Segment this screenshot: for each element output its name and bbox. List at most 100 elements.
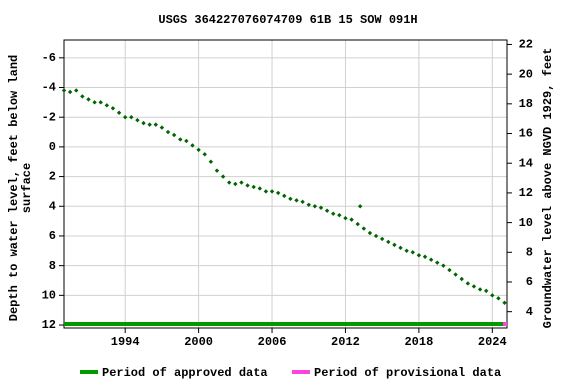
data-point xyxy=(343,215,348,221)
data-point xyxy=(398,245,403,251)
data-point xyxy=(61,88,67,93)
data-point xyxy=(141,120,146,126)
data-point xyxy=(490,293,495,298)
y-tick-label: -4 xyxy=(42,81,56,95)
data-point xyxy=(135,117,140,123)
x-tick-label: 2018 xyxy=(404,335,433,349)
data-point xyxy=(428,257,434,262)
data-point xyxy=(74,88,79,93)
data-point xyxy=(416,253,422,258)
data-point xyxy=(355,221,360,227)
x-tick-label: 2024 xyxy=(478,335,507,349)
data-point xyxy=(165,129,171,135)
y-tick-label: -6 xyxy=(42,51,56,65)
chart-title: USGS 364227076074709 61B 15 SOW 091H xyxy=(158,13,417,27)
data-point xyxy=(245,183,250,188)
data-point xyxy=(447,267,452,273)
data-point xyxy=(386,239,391,245)
data-point xyxy=(471,284,477,289)
y-axis-label: Depth to water level, feet below land xyxy=(7,55,21,321)
y-tick-label: 4 xyxy=(49,199,56,213)
data-point xyxy=(392,242,397,248)
data-point xyxy=(410,250,415,255)
data-point xyxy=(92,100,97,105)
y2-tick-label: 6 xyxy=(526,275,533,289)
y2-tick-label: 20 xyxy=(519,67,533,81)
data-point xyxy=(282,193,287,199)
data-point xyxy=(86,97,91,102)
data-point xyxy=(220,174,226,179)
data-point xyxy=(306,202,311,207)
approved-period-bar xyxy=(64,322,503,326)
y2-tick-label: 22 xyxy=(519,38,533,52)
y-tick-label: 6 xyxy=(49,229,56,243)
data-point xyxy=(263,189,269,194)
legend-label: Period of approved data xyxy=(102,366,268,380)
data-point xyxy=(300,199,305,205)
y-tick-label: 12 xyxy=(42,318,56,332)
data-point xyxy=(116,110,122,115)
data-point xyxy=(214,168,220,173)
data-point xyxy=(373,233,379,239)
data-point xyxy=(465,281,471,286)
y-tick-label: 2 xyxy=(49,170,56,184)
data-point xyxy=(294,198,299,203)
legend-label: Period of provisional data xyxy=(314,366,501,380)
data-point xyxy=(275,190,281,196)
data-point xyxy=(233,181,238,187)
data-point xyxy=(257,186,263,191)
data-point xyxy=(202,152,207,157)
data-point xyxy=(159,125,165,130)
data-point xyxy=(324,208,330,213)
y-axis-label: surface xyxy=(20,163,34,213)
data-point xyxy=(110,106,116,111)
y2-tick-label: 18 xyxy=(519,97,533,111)
data-point xyxy=(171,132,177,138)
data-point xyxy=(318,205,324,210)
data-point xyxy=(269,189,275,194)
data-point xyxy=(441,263,446,268)
y-tick-label: 0 xyxy=(49,140,56,154)
data-point xyxy=(153,122,158,127)
data-point xyxy=(288,196,293,202)
data-point xyxy=(379,236,385,242)
data-point xyxy=(196,147,201,153)
data-point xyxy=(459,276,464,282)
data-point xyxy=(67,89,73,95)
data-point xyxy=(184,138,189,144)
data-point xyxy=(435,260,440,265)
data-point xyxy=(98,100,103,105)
y2-tick-label: 8 xyxy=(526,245,533,259)
data-point xyxy=(147,122,152,127)
provisional-period-bar xyxy=(503,322,507,326)
y2-tick-label: 4 xyxy=(526,305,533,319)
data-point xyxy=(208,159,214,164)
data-point xyxy=(80,94,85,99)
data-point xyxy=(404,248,409,254)
data-point xyxy=(104,103,110,108)
data-point xyxy=(477,287,483,292)
data-point xyxy=(496,296,501,301)
data-point xyxy=(453,272,458,277)
data-point xyxy=(349,217,354,222)
x-tick-label: 2006 xyxy=(258,335,287,349)
y-tick-label: 10 xyxy=(42,289,56,303)
data-point xyxy=(312,204,318,209)
data-point xyxy=(122,114,128,120)
y-tick-label: 8 xyxy=(49,259,56,273)
plot-frame xyxy=(63,39,508,329)
y2-tick-label: 16 xyxy=(519,127,533,141)
data-point xyxy=(331,211,336,216)
x-tick-label: 1994 xyxy=(111,335,140,349)
data-point xyxy=(367,230,373,236)
data-point xyxy=(129,114,134,120)
data-point xyxy=(337,212,342,218)
data-point xyxy=(227,180,232,185)
legend-swatch xyxy=(80,370,98,374)
y2-axis-label: Groundwater level above NGVD 1929, feet xyxy=(541,48,555,329)
data-point xyxy=(178,137,183,142)
data-point xyxy=(502,300,507,305)
y2-tick-label: 10 xyxy=(519,216,533,230)
x-tick-label: 2012 xyxy=(331,335,360,349)
